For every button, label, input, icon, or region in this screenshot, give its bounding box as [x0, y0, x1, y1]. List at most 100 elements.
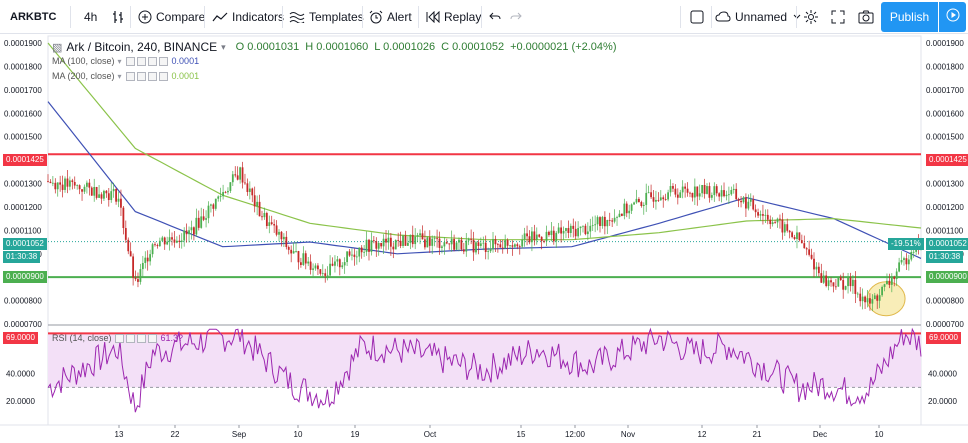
candle-body	[348, 251, 351, 256]
candle	[594, 215, 597, 233]
price-chart[interactable]: 0.0001900 0.0001900 0.0001800 0.0001800 0.00…	[0, 34, 968, 443]
candle-body	[331, 263, 334, 266]
candle-body	[591, 225, 594, 227]
candle	[791, 230, 794, 239]
candle-body	[594, 224, 597, 226]
fullscreen-button[interactable]	[831, 0, 845, 34]
interval-label: 4h	[84, 10, 98, 24]
candle	[487, 247, 490, 260]
candle-body	[51, 182, 54, 184]
candle	[175, 236, 178, 244]
candle-body	[745, 197, 747, 209]
candle	[124, 220, 127, 243]
candle	[202, 208, 205, 222]
candle-body	[71, 180, 74, 182]
candle	[161, 235, 164, 242]
candle	[893, 275, 896, 287]
candle-body	[667, 192, 669, 200]
snapshot-button[interactable]	[858, 0, 874, 34]
candle	[450, 230, 453, 252]
alert-button[interactable]: Alert	[369, 0, 412, 34]
templates-label: Templates	[309, 10, 364, 24]
close-icon[interactable]	[147, 56, 157, 66]
more-icon[interactable]	[147, 333, 157, 343]
chevron-down-icon[interactable]: ▾	[221, 41, 226, 52]
candle-body	[103, 190, 105, 199]
select-square-button[interactable]	[690, 0, 704, 34]
candle	[88, 178, 91, 196]
more-icon[interactable]	[158, 56, 168, 66]
candle-body	[616, 217, 618, 218]
candle-body	[849, 277, 852, 287]
candle	[628, 204, 631, 219]
publish-video-button[interactable]	[939, 2, 966, 32]
symbol-label: ARKBTC	[10, 11, 57, 23]
candle-body	[178, 240, 181, 242]
chevron-down-icon[interactable]: ▾	[117, 71, 122, 81]
undo-button[interactable]	[489, 0, 501, 34]
price-tick-right: 0.0000800	[926, 297, 964, 306]
candle	[219, 187, 222, 202]
eye-icon[interactable]	[125, 56, 135, 66]
candle-body	[548, 231, 550, 235]
candle-body	[781, 219, 784, 233]
candle	[168, 229, 171, 251]
more-icon[interactable]	[158, 71, 168, 81]
interval-button[interactable]: 4h	[84, 0, 97, 34]
candle-body	[740, 200, 742, 203]
candle-body	[448, 243, 451, 245]
candle-body	[543, 240, 545, 242]
candle-body	[161, 237, 164, 241]
price-tick-left: 0.0001200	[4, 203, 42, 212]
close-icon[interactable]	[136, 333, 146, 343]
candle-body	[613, 217, 616, 222]
candle	[251, 187, 254, 203]
candle-body	[426, 237, 429, 248]
gear-icon[interactable]	[136, 71, 146, 81]
gear-icon[interactable]	[136, 56, 146, 66]
candle-body	[139, 269, 142, 282]
replay-button[interactable]: Replay	[426, 0, 481, 34]
bar-style-button[interactable]	[112, 0, 124, 34]
candle-body	[732, 188, 735, 191]
candle-body	[137, 279, 139, 282]
settings-button[interactable]	[803, 0, 819, 34]
candle-body	[905, 258, 908, 265]
candle-body	[747, 201, 750, 209]
candle-body	[285, 236, 288, 248]
candle-body	[691, 192, 694, 198]
redo-button[interactable]	[510, 0, 522, 34]
candle	[584, 223, 587, 236]
candle	[640, 200, 643, 208]
candle-body	[380, 243, 383, 247]
candle	[261, 210, 263, 221]
eye-icon[interactable]	[125, 71, 135, 81]
candle-body	[766, 214, 769, 220]
candle	[197, 210, 200, 231]
compare-button[interactable]: Compare	[138, 0, 205, 34]
publish-button[interactable]: Publish	[881, 2, 938, 32]
gear-icon[interactable]	[125, 333, 135, 343]
layout-menu[interactable]: Unnamed	[715, 0, 801, 34]
candle-body	[372, 240, 375, 242]
candle-body	[531, 231, 533, 243]
candle	[513, 243, 516, 249]
symbol-search[interactable]: ARKBTC	[10, 0, 56, 34]
candle-body	[110, 191, 113, 201]
candle-body	[319, 269, 322, 274]
templates-button[interactable]: Templates	[289, 0, 364, 34]
candle-body	[523, 233, 526, 240]
collapse-icon[interactable]: ▧	[52, 41, 63, 54]
candle	[326, 266, 329, 281]
candle	[195, 208, 198, 237]
indicators-button[interactable]: Indicators	[212, 0, 284, 34]
candle	[210, 203, 212, 213]
candle	[307, 257, 310, 267]
candle	[312, 263, 314, 277]
candle	[448, 243, 451, 250]
rsi-tick-left: 20.0000	[6, 397, 35, 406]
candle-body	[638, 198, 640, 203]
chevron-down-icon[interactable]: ▾	[117, 56, 122, 66]
close-icon[interactable]	[147, 71, 157, 81]
eye-icon[interactable]	[114, 333, 124, 343]
